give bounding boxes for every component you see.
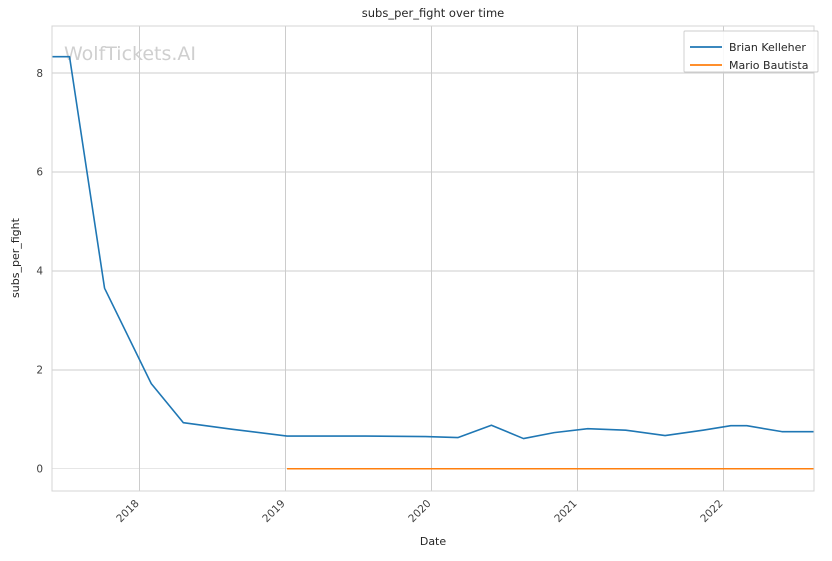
- chart-title: subs_per_fight over time: [362, 6, 504, 20]
- x-axis-label: Date: [420, 535, 447, 548]
- y-tick-label: 6: [36, 167, 43, 179]
- y-tick-label: 2: [36, 365, 43, 377]
- y-axis-tick-labels: 0 2 4 6 8: [36, 68, 43, 476]
- legend-label-1: Brian Kelleher: [729, 41, 806, 54]
- chart-legend[interactable]: Brian Kelleher Mario Bautista: [683, 30, 819, 73]
- watermark-text: WolfTickets.AI: [64, 43, 196, 65]
- plot-area-border: [51, 25, 815, 492]
- legend-entries: Brian Kelleher Mario Bautista: [690, 41, 808, 72]
- y-axis-label: subs_per_fight: [9, 217, 22, 298]
- series-line-brian-kelleher: [52, 55, 814, 440]
- y-tick-label: 0: [36, 464, 43, 476]
- vertical-gridlines: [139, 26, 724, 491]
- legend-label-2: Mario Bautista: [729, 59, 808, 72]
- data-series-group: [52, 55, 814, 470]
- plot-area-background: [52, 26, 814, 491]
- legend-box: [683, 30, 819, 73]
- y-tick-label: 4: [36, 266, 43, 278]
- y-tick-label: 8: [36, 68, 43, 80]
